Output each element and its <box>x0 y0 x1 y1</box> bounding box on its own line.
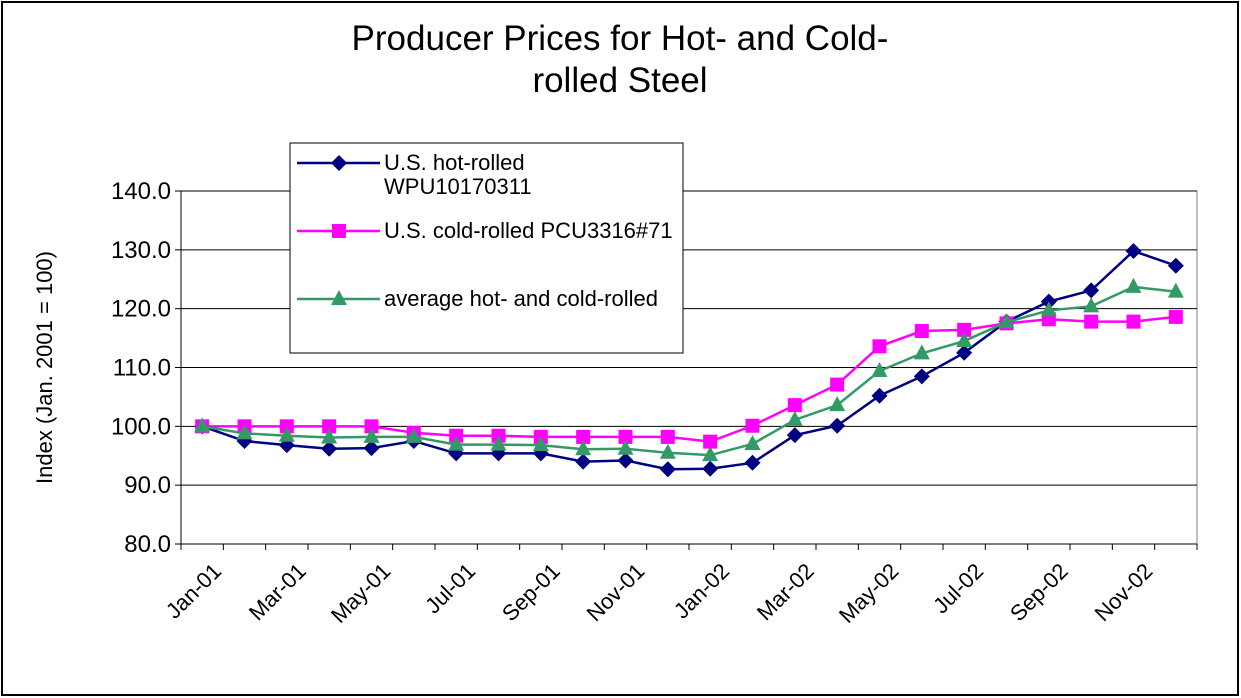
marker <box>331 290 347 305</box>
marker <box>703 434 718 449</box>
marker <box>1126 314 1141 329</box>
marker <box>1083 297 1100 313</box>
marker <box>448 435 465 451</box>
legend-label: average hot- and cold-rolled <box>384 286 658 311</box>
x-tick-label: Jul-01 <box>420 558 480 618</box>
marker <box>1084 314 1099 329</box>
marker <box>236 424 253 440</box>
marker <box>575 440 592 456</box>
marker <box>786 427 803 444</box>
marker <box>787 398 802 413</box>
y-tick-label: 120.0 <box>111 296 171 323</box>
x-tick-label: Jan-02 <box>669 558 734 623</box>
marker <box>744 454 761 471</box>
marker <box>659 443 676 459</box>
marker <box>871 387 888 404</box>
marker <box>618 429 633 444</box>
marker <box>1167 257 1184 274</box>
marker <box>322 419 337 434</box>
marker <box>998 313 1015 329</box>
x-tick-label: Mar-01 <box>244 558 311 625</box>
y-tick-label: 130.0 <box>111 237 171 264</box>
marker <box>490 435 507 451</box>
marker <box>363 440 380 457</box>
x-tick-label: Sep-01 <box>497 558 565 626</box>
x-tick-label: Sep-02 <box>1005 558 1073 626</box>
marker <box>956 344 973 361</box>
x-tick-label: May-01 <box>326 558 396 628</box>
series-line <box>202 315 1176 443</box>
legend-label: U.S. hot-rolled WPU10170311 <box>384 150 532 199</box>
y-tick-label: 110.0 <box>113 355 171 382</box>
marker <box>786 410 803 426</box>
marker <box>702 460 719 477</box>
x-tick-label: Mar-02 <box>752 558 819 625</box>
marker <box>659 461 676 478</box>
marker <box>576 429 591 444</box>
marker <box>829 417 846 434</box>
marker <box>1167 282 1184 298</box>
marker <box>1083 282 1100 299</box>
marker <box>617 439 634 455</box>
marker <box>745 418 760 433</box>
marker <box>332 224 346 238</box>
marker <box>617 452 634 469</box>
marker <box>913 368 930 385</box>
x-tick-label: Jul-02 <box>928 558 988 618</box>
x-tick-label: Jan-01 <box>161 558 226 623</box>
marker <box>321 428 338 444</box>
marker <box>1125 243 1142 260</box>
x-tick-label: May-02 <box>834 558 904 628</box>
marker <box>575 453 592 470</box>
marker <box>405 427 422 443</box>
marker <box>278 426 295 442</box>
marker <box>532 436 549 452</box>
x-tick-label: Nov-01 <box>582 558 650 626</box>
marker <box>1168 309 1183 324</box>
marker <box>363 427 380 443</box>
marker <box>279 419 294 434</box>
y-tick-label: 90.0 <box>124 472 171 499</box>
y-tick-label: 140.0 <box>111 178 171 205</box>
marker <box>829 396 846 412</box>
marker <box>957 322 972 337</box>
marker <box>660 429 675 444</box>
legend-box <box>289 142 684 354</box>
marker <box>872 339 887 354</box>
marker <box>1125 277 1142 293</box>
marker <box>744 434 761 450</box>
marker <box>830 377 845 392</box>
x-tick-label: Nov-02 <box>1090 558 1158 626</box>
series-line <box>201 285 1176 457</box>
marker <box>956 332 973 348</box>
marker <box>364 419 379 434</box>
chart-title: Producer Prices for Hot- and Cold-rolled… <box>351 19 889 100</box>
legend-label: U.S. cold-rolled PCU3316#71 <box>384 218 673 243</box>
marker <box>913 344 930 360</box>
y-axis-label: Index (Jan. 2001 = 100) <box>32 251 57 484</box>
marker <box>914 324 929 339</box>
y-tick-label: 80.0 <box>124 531 171 558</box>
marker <box>194 417 211 433</box>
y-tick-label: 100.0 <box>111 413 171 440</box>
marker <box>871 362 888 378</box>
marker <box>331 155 347 171</box>
marker <box>702 446 719 462</box>
marker <box>1040 301 1057 317</box>
marker <box>321 440 338 457</box>
